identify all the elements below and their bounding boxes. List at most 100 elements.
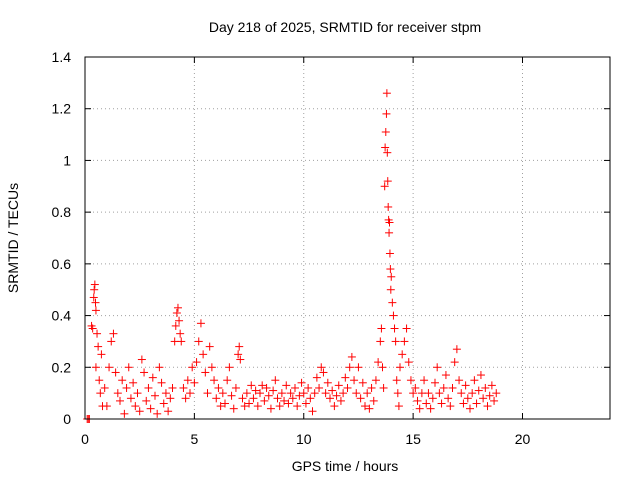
y-tick-label: 1 <box>63 152 71 168</box>
data-point <box>374 358 383 367</box>
data-point <box>326 394 334 403</box>
data-point <box>196 319 205 328</box>
data-point <box>390 324 399 333</box>
data-point <box>295 391 304 400</box>
data-point <box>343 383 352 392</box>
data-point <box>100 383 109 392</box>
data-point <box>177 337 186 346</box>
data-point <box>435 389 444 398</box>
y-axis-label: SRMTID / TECUs <box>5 183 21 293</box>
data-point <box>256 389 264 398</box>
data-point <box>468 389 477 398</box>
data-point <box>361 402 369 411</box>
data-point <box>129 378 138 387</box>
data-point <box>394 402 403 411</box>
data-point <box>89 293 98 302</box>
data-point <box>385 228 394 237</box>
data-point <box>247 381 256 390</box>
data-point <box>223 376 232 385</box>
data-point <box>377 324 386 333</box>
data-point <box>424 389 433 398</box>
data-point <box>140 368 149 377</box>
data-point <box>336 396 345 405</box>
data-point <box>116 396 124 405</box>
y-tick-label: 1.2 <box>52 101 72 117</box>
data-point <box>245 399 254 408</box>
data-point <box>161 389 170 398</box>
y-tick-label: 0.2 <box>52 359 72 375</box>
data-point <box>455 376 464 385</box>
data-point <box>358 378 367 387</box>
data-point <box>271 376 280 385</box>
data-point <box>205 342 214 351</box>
data-point <box>179 383 188 392</box>
data-point <box>142 396 151 405</box>
x-tick-label: 15 <box>405 431 421 447</box>
data-point <box>146 404 155 413</box>
data-point <box>376 337 385 346</box>
data-point <box>214 383 223 392</box>
data-point <box>487 381 496 390</box>
data-point <box>299 389 308 398</box>
data-point <box>386 285 395 294</box>
data-point <box>186 389 194 398</box>
data-point <box>190 378 199 387</box>
data-point <box>339 389 348 398</box>
data-point <box>388 298 397 307</box>
data-point <box>356 394 365 403</box>
data-point <box>415 404 424 413</box>
data-point <box>188 363 197 372</box>
data-point <box>383 148 392 157</box>
data-point <box>216 402 225 411</box>
plot-frame <box>84 56 611 420</box>
data-point <box>159 399 168 408</box>
data-point <box>304 383 313 392</box>
data-point <box>392 376 401 385</box>
data-point <box>371 376 380 385</box>
data-point <box>102 402 111 411</box>
data-point <box>212 394 221 403</box>
data-point <box>109 329 118 338</box>
data-point <box>234 350 243 359</box>
x-tick-label: 20 <box>515 431 531 447</box>
data-point <box>367 383 376 392</box>
data-point <box>137 355 146 364</box>
data-point <box>490 396 499 405</box>
data-point <box>433 363 442 372</box>
data-point <box>319 368 328 377</box>
grid-lines <box>85 57 610 419</box>
data-point <box>176 329 185 338</box>
data-point <box>411 383 420 392</box>
data-point <box>352 389 361 398</box>
data-point <box>312 373 321 382</box>
data-point <box>124 363 133 372</box>
data-point <box>347 352 356 361</box>
data-point <box>363 389 372 398</box>
data-point <box>192 358 201 367</box>
data-point <box>426 404 435 413</box>
y-tick-label: 0 <box>63 411 71 427</box>
data-point <box>97 350 106 359</box>
data-point <box>393 389 402 398</box>
data-point <box>94 342 103 351</box>
data-point <box>428 394 437 403</box>
data-point <box>474 386 483 395</box>
data-point <box>450 358 459 367</box>
data-point <box>111 368 120 377</box>
data-point <box>441 371 450 380</box>
data-point <box>151 391 159 400</box>
data-point <box>485 391 494 400</box>
data-point <box>90 285 99 294</box>
y-tick-label: 1.4 <box>52 49 72 65</box>
data-point <box>238 394 247 403</box>
data-point <box>385 218 394 227</box>
data-point <box>225 363 234 372</box>
data-point <box>439 383 448 392</box>
x-tick-labels: 0 5 10 15 20 <box>81 431 530 447</box>
data-point <box>291 383 299 392</box>
data-point <box>317 363 326 372</box>
data-point <box>235 342 244 351</box>
data-point <box>155 363 164 372</box>
data-points <box>83 89 501 423</box>
data-point <box>382 109 391 118</box>
